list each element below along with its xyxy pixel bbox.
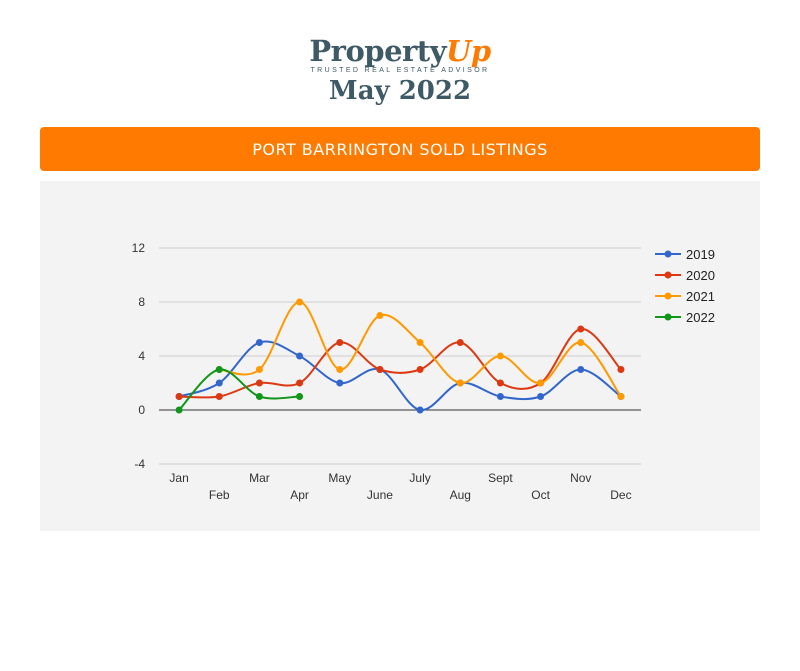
point-2022-Apr (296, 393, 304, 400)
series-line-2019 (178, 340, 622, 412)
brand-accent: Up (446, 34, 491, 68)
point-2019-Oct (537, 393, 545, 400)
point-2021-Aug (456, 379, 464, 387)
x-tick-label: May (328, 471, 351, 485)
point-2020-July (416, 366, 424, 373)
y-tick-label: -4 (134, 457, 145, 471)
x-tick-label: Aug (450, 488, 471, 502)
point-2020-Feb (215, 393, 223, 400)
banner-title: PORT BARRINGTON SOLD LISTINGS (252, 139, 548, 159)
series-line-2021 (219, 300, 622, 398)
point-2019-Feb (215, 379, 223, 387)
legend-label-2019: 2019 (686, 247, 715, 262)
legend-swatch-dot-2020 (664, 271, 672, 279)
legend-swatch-dot-2021 (664, 292, 672, 300)
y-tick-label: 4 (138, 349, 145, 363)
x-tick-label: Apr (290, 488, 309, 502)
point-2019-Mar (255, 339, 263, 346)
point-2020-Dec (617, 366, 625, 373)
legend-label-2020: 2020 (686, 268, 715, 283)
chart-panel: -4 0 4 8 12 Jan Feb Mar Apr May June July Aug Sept Oct… (40, 181, 760, 531)
point-2021-May (336, 366, 344, 373)
y-tick-label: 12 (132, 241, 146, 255)
x-tick-label: Dec (610, 488, 631, 502)
y-tick-label: 8 (138, 295, 145, 309)
report-month: May 2022 (328, 76, 472, 106)
logo: PropertyUp TRUSTED REAL ESTATE ADVISOR M… (0, 34, 800, 106)
series-line-2022 (178, 368, 300, 411)
brand-tagline: TRUSTED REAL ESTATE ADVISOR (310, 67, 490, 74)
x-tick-label: Sept (488, 471, 513, 485)
x-tick-label: Feb (209, 488, 230, 502)
point-2021-Dec (617, 393, 625, 400)
point-2021-Oct (537, 379, 545, 387)
x-tick-label: July (409, 471, 430, 485)
point-2020-Jan (175, 393, 183, 400)
point-2020-Nov (577, 325, 585, 333)
point-2019-May (336, 379, 344, 387)
title-banner: PORT BARRINGTON SOLD LISTINGS (40, 127, 760, 171)
point-2020-Apr (296, 379, 304, 387)
x-tick-label: June (367, 488, 393, 502)
point-2022-Mar (255, 393, 263, 400)
point-2020-Aug (456, 339, 464, 346)
brand-name: PropertyUp (0, 34, 800, 68)
point-2019-July (416, 406, 424, 414)
point-2021-July (416, 339, 424, 346)
brand-main: Property (309, 34, 447, 68)
x-tick-label: Jan (169, 471, 188, 485)
point-2019-Apr (296, 352, 304, 360)
point-2020-Mar (255, 379, 263, 387)
point-2020-May (336, 339, 344, 346)
point-2021-Apr (296, 298, 304, 306)
point-2021-June (376, 312, 384, 319)
y-tick-label: 0 (138, 403, 145, 417)
point-2019-Nov (577, 366, 585, 373)
point-2021-Nov (577, 339, 585, 346)
x-tick-label: Mar (249, 471, 270, 485)
sold-listings-chart: -4 0 4 8 12 Jan Feb Mar Apr May June July Aug Sept Oct… (132, 241, 715, 502)
legend-swatch-dot-2019 (664, 250, 672, 258)
legend-swatch-dot-2022 (664, 313, 672, 321)
point-2019-Sept (496, 393, 504, 400)
x-tick-label: Nov (570, 471, 591, 485)
point-2022-Jan (175, 406, 183, 414)
legend-label-2021: 2021 (686, 289, 715, 304)
point-2020-June (376, 366, 384, 373)
point-2022-Feb (215, 366, 223, 373)
x-tick-label: Oct (531, 488, 550, 502)
point-2021-Sept (496, 352, 504, 360)
legend-label-2022: 2022 (686, 310, 715, 325)
point-2021-Mar (255, 366, 263, 373)
point-2020-Sept (496, 379, 504, 387)
